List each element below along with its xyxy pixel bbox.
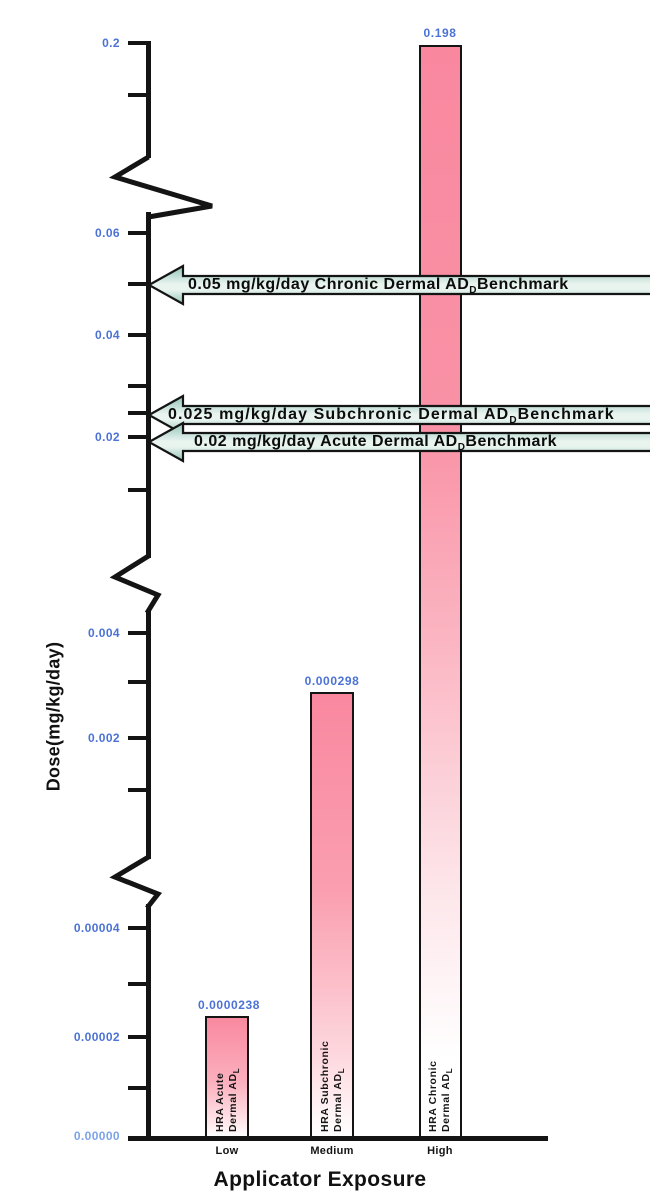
bar-value-label-medium: 0.000298 xyxy=(304,674,360,688)
y-tick-label: 0.06 xyxy=(95,226,120,240)
left-arrow-icon xyxy=(146,421,650,463)
bar-value-label-low: 0.0000238 xyxy=(197,998,261,1012)
y-tick-label: 0.00002 xyxy=(73,1030,120,1044)
bar-label-medium: HRA Subchronic Dermal ADL xyxy=(319,1041,348,1132)
y-axis-tick xyxy=(128,926,150,930)
benchmark-arrow-chronic: 0.05 mg/kg/day Chronic Dermal ADDBenchma… xyxy=(146,263,650,307)
benchmark-arrow-subchronic: 0.025 mg/kg/day Subchronic Dermal ADDBen… xyxy=(146,393,650,437)
bar-label-line2: Dermal ADL xyxy=(440,1067,455,1132)
bar-value-label-high: 0.198 xyxy=(423,26,457,40)
y-axis-tick xyxy=(128,488,150,492)
y-axis-tick xyxy=(128,1086,150,1090)
x-tick-label-high: High xyxy=(427,1145,453,1157)
y-axis-tick xyxy=(128,93,150,97)
y-tick-label: 0.004 xyxy=(87,626,120,640)
y-axis-tick xyxy=(128,282,150,286)
left-arrow-icon xyxy=(146,264,650,306)
x-tick-label-low: Low xyxy=(215,1145,239,1157)
y-axis-line-segment xyxy=(146,904,151,1140)
bar-high xyxy=(419,45,462,1138)
bar-low xyxy=(205,1016,249,1138)
benchmark-label: 0.02 mg/kg/day Acute Dermal ADDBenchmark xyxy=(194,433,558,454)
bar-label-line1: HRA Chronic xyxy=(427,1060,439,1132)
bar-label-line1: HRA Subchronic xyxy=(319,1040,331,1132)
bar-label-line2: Dermal ADL xyxy=(227,1067,242,1132)
x-axis-line xyxy=(128,1136,548,1141)
y-axis-title: Dose(mg/kg/day) xyxy=(43,641,64,792)
x-tick-label-medium: Medium xyxy=(310,1145,354,1157)
y-axis-tick xyxy=(128,41,150,45)
y-axis-tick xyxy=(128,982,150,986)
y-tick-label: 0.2 xyxy=(102,36,120,50)
y-axis-line-segment xyxy=(146,41,151,158)
bar-medium xyxy=(310,692,354,1138)
bar-label-low: HRA Acute Dermal ADL xyxy=(214,1068,243,1132)
y-axis-tick xyxy=(128,384,150,388)
y-axis-tick xyxy=(128,680,150,684)
y-axis-tick xyxy=(128,1035,150,1039)
y-axis-tick xyxy=(128,435,150,439)
y-axis-tick xyxy=(128,736,150,740)
y-axis-tick xyxy=(128,788,150,792)
x-axis-title: Applicator Exposure xyxy=(213,1168,427,1191)
benchmark-label: 0.05 mg/kg/day Chronic Dermal ADDBenchma… xyxy=(188,276,569,297)
y-tick-label: 0.02 xyxy=(95,430,120,444)
y-tick-label: 0.00004 xyxy=(73,921,120,935)
bar-label-line1: HRA Acute xyxy=(214,1072,226,1132)
y-axis-tick xyxy=(128,411,150,415)
y-axis-tick xyxy=(128,333,150,337)
benchmark-label: 0.025 mg/kg/day Subchronic Dermal ADDBen… xyxy=(168,406,615,427)
bar-label-high: HRA Chronic Dermal ADL xyxy=(427,1060,456,1132)
y-axis-tick xyxy=(128,631,150,635)
bar-label-line2: Dermal ADL xyxy=(332,1067,347,1132)
y-axis-line-segment xyxy=(146,610,151,859)
y-axis-tick xyxy=(128,231,150,235)
y-tick-label: 0.002 xyxy=(87,731,120,745)
benchmark-arrow-acute: 0.02 mg/kg/day Acute Dermal ADDBenchmark xyxy=(146,420,650,464)
y-tick-label: 0.04 xyxy=(95,328,120,342)
y-tick-label: 0.00000 xyxy=(73,1129,120,1143)
